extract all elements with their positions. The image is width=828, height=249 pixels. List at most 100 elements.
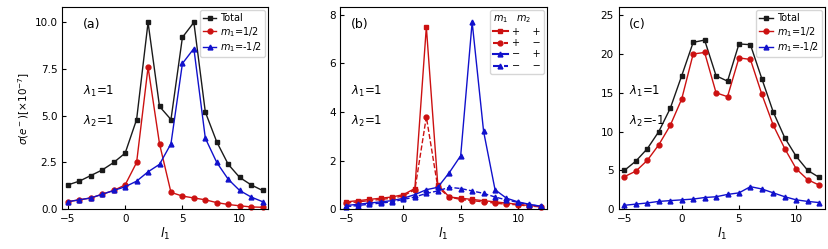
$m_1$=-1/2 (756, 187, 766, 190)
Total (676, 74, 686, 77)
Total (154, 105, 164, 108)
$m_1$=1/2 (166, 191, 176, 194)
Total (665, 107, 675, 110)
$m_1$=1/2 (722, 95, 732, 98)
$m_1$=1/2 (97, 193, 107, 196)
Line: Total: Total (65, 20, 265, 193)
$m_1$=1/2 (687, 53, 697, 56)
$m_1$=1/2 (744, 58, 754, 61)
Total (619, 169, 628, 172)
$m_1$=1/2 (132, 161, 142, 164)
Total (722, 80, 732, 83)
$m_1$=-1/2 (699, 196, 709, 199)
$m_1$=1/2 (802, 178, 811, 181)
$m_1$=-1/2 (108, 189, 118, 192)
Line: $m_1$=1/2: $m_1$=1/2 (65, 65, 265, 210)
$m_1$=1/2 (768, 124, 777, 127)
$m_1$=1/2 (154, 142, 164, 145)
$m_1$=1/2 (779, 147, 789, 150)
$m_1$=-1/2 (790, 198, 800, 201)
Text: $\lambda_1$=1: $\lambda_1$=1 (350, 84, 382, 99)
$m_1$=-1/2 (733, 191, 743, 194)
$m_1$=-1/2 (768, 191, 777, 194)
Total (779, 136, 789, 139)
$m_1$=-1/2 (166, 142, 176, 145)
$m_1$=-1/2 (642, 201, 652, 204)
$m_1$=1/2 (143, 66, 153, 69)
Total (97, 168, 107, 171)
$m_1$=-1/2 (234, 189, 244, 192)
$m_1$=1/2 (177, 195, 187, 198)
$m_1$=1/2 (189, 196, 199, 199)
Total (258, 189, 267, 192)
$m_1$=-1/2 (779, 195, 789, 198)
$m_1$=-1/2 (177, 62, 187, 65)
Line: $m_1$=-1/2: $m_1$=-1/2 (65, 46, 265, 204)
$m_1$=1/2 (200, 198, 210, 201)
$m_1$=-1/2 (687, 198, 697, 201)
$m_1$=-1/2 (710, 195, 720, 198)
$m_1$=-1/2 (211, 161, 221, 164)
$m_1$=1/2 (211, 201, 221, 204)
Total (189, 21, 199, 24)
$m_1$=1/2 (108, 189, 118, 192)
Total (790, 155, 800, 158)
$m_1$=-1/2 (143, 170, 153, 173)
$m_1$=1/2 (665, 124, 675, 127)
$m_1$=1/2 (246, 205, 256, 208)
Total (710, 74, 720, 77)
Total (756, 77, 766, 80)
$m_1$=-1/2 (200, 137, 210, 140)
Legend: Total, $m_1$=1/2, $m_1$=-1/2: Total, $m_1$=1/2, $m_1$=-1/2 (755, 10, 821, 57)
Total (86, 174, 96, 177)
$m_1$=1/2 (676, 98, 686, 101)
Line: $m_1$=-1/2: $m_1$=-1/2 (621, 184, 821, 208)
Y-axis label: $\sigma(e^-)[\times10^{-7}]$: $\sigma(e^-)[\times10^{-7}]$ (16, 72, 31, 145)
$m_1$=1/2 (258, 206, 267, 209)
Total (166, 118, 176, 121)
$m_1$=1/2 (223, 203, 233, 206)
$m_1$=1/2 (653, 143, 663, 146)
$m_1$=-1/2 (86, 196, 96, 199)
$m_1$=1/2 (630, 170, 640, 173)
Total (246, 183, 256, 186)
Total (211, 140, 221, 143)
$m_1$=1/2 (63, 200, 73, 203)
Total (642, 147, 652, 150)
$m_1$=-1/2 (722, 193, 732, 196)
$m_1$=1/2 (619, 175, 628, 178)
$m_1$=1/2 (120, 183, 130, 186)
Total (132, 118, 142, 121)
$m_1$=-1/2 (97, 193, 107, 196)
Text: (c): (c) (628, 17, 645, 31)
Text: $\lambda_2$=1: $\lambda_2$=1 (350, 114, 382, 129)
$m_1$=1/2 (733, 56, 743, 59)
$m_1$=1/2 (86, 196, 96, 199)
Legend: +    +, +    −, −    +, −    −: + +, + −, − +, − − (489, 10, 543, 74)
Total (200, 111, 210, 114)
X-axis label: $l_1$: $l_1$ (160, 225, 170, 242)
Text: (b): (b) (350, 17, 368, 31)
Total (699, 39, 709, 42)
Total (744, 43, 754, 46)
$m_1$=-1/2 (132, 180, 142, 183)
$m_1$=-1/2 (154, 163, 164, 166)
$m_1$=-1/2 (676, 198, 686, 201)
Total (802, 169, 811, 172)
$m_1$=-1/2 (120, 185, 130, 188)
$m_1$=-1/2 (619, 204, 628, 207)
Total (75, 180, 84, 183)
$m_1$=1/2 (642, 159, 652, 162)
$m_1$=-1/2 (630, 203, 640, 206)
$m_1$=-1/2 (75, 198, 84, 201)
Total (63, 183, 73, 186)
Total (653, 130, 663, 133)
Text: $\lambda_2$=1: $\lambda_2$=1 (83, 114, 114, 129)
$m_1$=1/2 (756, 93, 766, 96)
$m_1$=1/2 (813, 184, 823, 187)
Line: $m_1$=1/2: $m_1$=1/2 (621, 50, 821, 187)
$m_1$=-1/2 (63, 200, 73, 203)
$m_1$=1/2 (790, 167, 800, 170)
Total (733, 42, 743, 45)
Legend: Total, $m_1$=1/2, $m_1$=-1/2: Total, $m_1$=1/2, $m_1$=-1/2 (200, 10, 265, 57)
